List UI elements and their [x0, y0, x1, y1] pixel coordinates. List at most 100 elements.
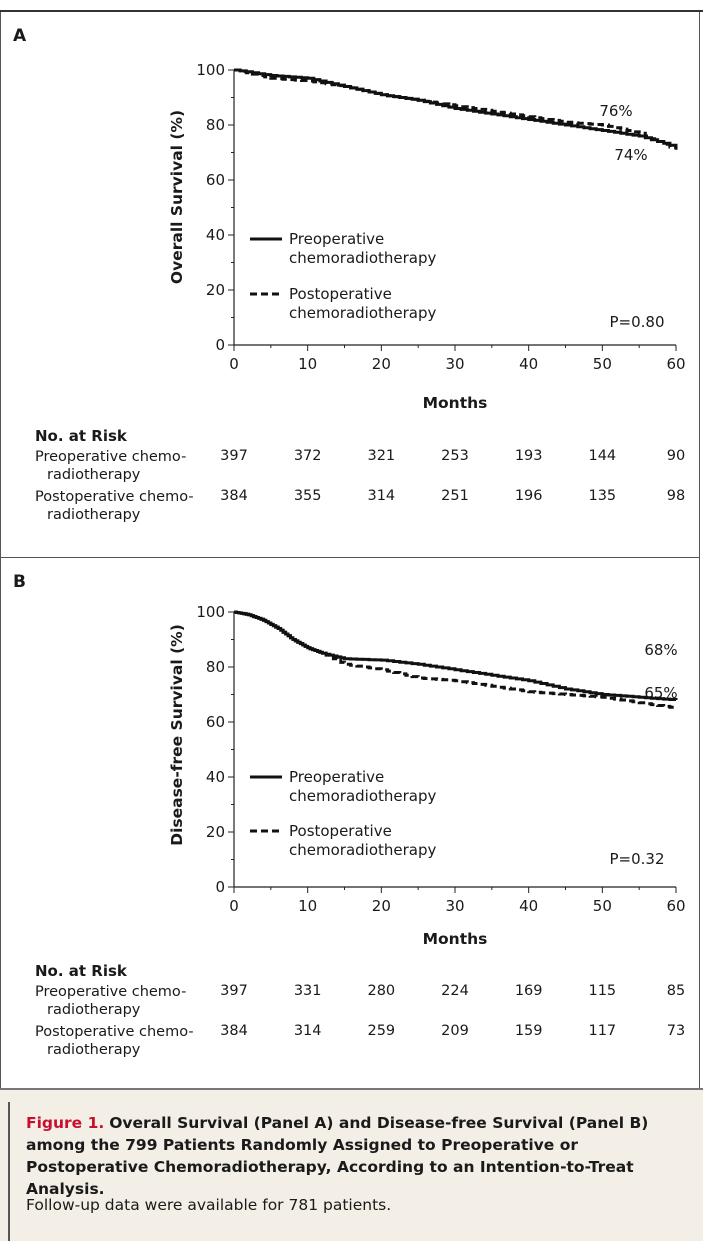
caption-rule [8, 1102, 10, 1241]
x-tick-label: 20 [372, 355, 391, 373]
series-line-preoperative [234, 68, 678, 147]
risk-row-label: Postoperative chemo- [35, 489, 194, 505]
caption-note: Follow-up data were available for 781 pa… [26, 1196, 392, 1214]
risk-value: 98 [666, 488, 686, 504]
y-tick-label: 60 [206, 713, 225, 731]
panel-b-letter: B [13, 572, 26, 592]
legend-label-post-1: Postoperative [289, 822, 392, 840]
risk-value: 159 [514, 1023, 543, 1039]
risk-value: 85 [666, 983, 686, 999]
legend-label-post-1: Postoperative [289, 285, 392, 303]
y-tick-label: 80 [206, 116, 225, 134]
x-tick-label: 0 [229, 897, 239, 915]
risk-row-label-cont: radiotherapy [47, 1002, 141, 1018]
risk-row-label: Preoperative chemo- [35, 984, 187, 1000]
y-tick-label: 20 [206, 281, 225, 299]
x-tick-label: 40 [519, 355, 538, 373]
risk-row-label: Postoperative chemo- [35, 1024, 194, 1040]
risk-value: 135 [588, 488, 617, 504]
y-tick-label: 0 [215, 878, 225, 896]
risk-table-title: No. at Risk [35, 962, 127, 980]
x-tick-label: 40 [519, 897, 538, 915]
risk-value: 280 [367, 983, 396, 999]
risk-value: 384 [220, 488, 248, 504]
x-tick-label: 60 [666, 355, 685, 373]
risk-value: 169 [514, 983, 543, 999]
overall-survival-chart: Overall Survival (%) Months P=0.80 74% 7… [168, 61, 686, 412]
figure-title: Overall Survival (Panel A) and Disease-f… [26, 1114, 649, 1198]
p-value: P=0.32 [609, 850, 664, 868]
risk-value: 253 [441, 448, 469, 464]
risk-row-post: Postoperative chemo- radiotherapy [35, 1023, 194, 1059]
risk-row-pre: Preoperative chemo- radiotherapy [35, 448, 186, 484]
risk-value: 384 [220, 1023, 248, 1039]
x-tick-label: 50 [593, 897, 612, 915]
end-label-post: 76% [599, 102, 632, 120]
risk-value: 115 [588, 983, 617, 999]
figure-caption: Figure 1. Overall Survival (Panel A) and… [0, 1088, 703, 1241]
x-tick-label: 10 [298, 897, 317, 915]
series-line-postoperative [234, 68, 678, 150]
risk-value: 224 [441, 983, 469, 999]
risk-value: 314 [293, 1023, 322, 1039]
y-tick-label: 100 [196, 603, 225, 621]
y-tick-label: 40 [206, 226, 225, 244]
legend-label-pre-1: Preoperative [289, 230, 384, 248]
figure-label: Figure 1. [26, 1114, 105, 1132]
caption-text: Figure 1. Overall Survival (Panel A) and… [26, 1112, 691, 1200]
x-tick-label: 60 [666, 897, 685, 915]
risk-value: 372 [293, 448, 322, 464]
risk-value: 331 [293, 983, 322, 999]
risk-row-label-cont: radiotherapy [47, 1042, 141, 1058]
y-axis-label: Overall Survival (%) [168, 110, 186, 284]
y-tick-label: 40 [206, 768, 225, 786]
risk-row-label-cont: radiotherapy [47, 507, 141, 523]
panel-b: B Disease-free Survival (%) Months P=0.3… [0, 558, 700, 1088]
risk-value: 90 [666, 448, 686, 464]
risk-row-post: Postoperative chemo- radiotherapy [35, 488, 194, 524]
series-line-preoperative [234, 610, 678, 701]
legend-label-pre-2: chemoradiotherapy [289, 787, 436, 805]
risk-value: 196 [514, 488, 543, 504]
risk-value: 355 [293, 488, 322, 504]
disease-free-survival-chart: Disease-free Survival (%) Months P=0.32 … [168, 603, 686, 948]
y-tick-label: 20 [206, 823, 225, 841]
legend-label-post-2: chemoradiotherapy [289, 304, 436, 322]
y-axis-label: Disease-free Survival (%) [168, 624, 186, 846]
risk-value: 397 [220, 983, 248, 999]
panel-a: A Overall Survival (%) Months P=0.80 74%… [0, 12, 700, 558]
risk-value: 73 [666, 1023, 686, 1039]
x-tick-label: 10 [298, 355, 317, 373]
risk-row-label-cont: radiotherapy [47, 467, 141, 483]
series-line-postoperative [234, 610, 678, 709]
legend-label-pre-1: Preoperative [289, 768, 384, 786]
risk-value: 193 [514, 448, 543, 464]
end-label-pre: 68% [644, 641, 677, 659]
legend: Preoperative chemoradiotherapy Postopera… [250, 768, 436, 859]
risk-value: 117 [588, 1023, 617, 1039]
top-rule [0, 10, 703, 12]
x-tick-label: 50 [593, 355, 612, 373]
risk-table-title: No. at Risk [35, 427, 127, 445]
y-tick-label: 60 [206, 171, 225, 189]
y-tick-label: 0 [215, 336, 225, 354]
end-label-pre: 74% [614, 146, 647, 164]
x-axis-label: Months [423, 394, 488, 412]
y-tick-label: 80 [206, 658, 225, 676]
x-tick-label: 30 [445, 355, 464, 373]
x-tick-label: 0 [229, 355, 239, 373]
x-tick-label: 20 [372, 897, 391, 915]
risk-value: 144 [588, 448, 617, 464]
risk-value: 314 [367, 488, 396, 504]
risk-value: 397 [220, 448, 248, 464]
risk-value: 251 [441, 488, 469, 504]
legend-label-post-2: chemoradiotherapy [289, 841, 436, 859]
risk-row-pre: Preoperative chemo- radiotherapy [35, 983, 186, 1019]
x-axis-label: Months [423, 930, 488, 948]
p-value: P=0.80 [609, 313, 664, 331]
risk-value: 321 [367, 448, 396, 464]
risk-value: 259 [367, 1023, 396, 1039]
legend-label-pre-2: chemoradiotherapy [289, 249, 436, 267]
risk-value: 209 [441, 1023, 469, 1039]
panel-a-letter: A [13, 26, 27, 46]
